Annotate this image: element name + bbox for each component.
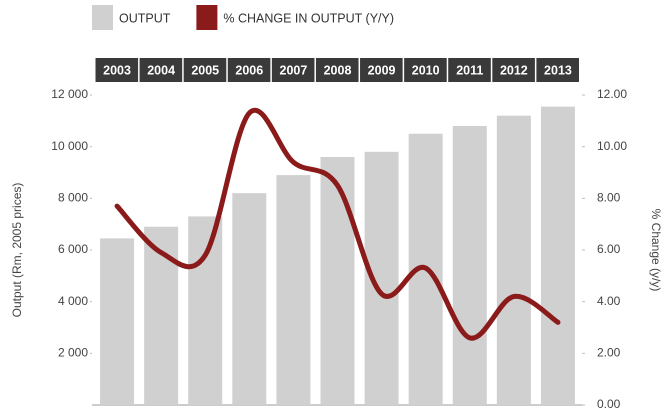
bar — [320, 157, 355, 405]
x-tick-label: 2004 — [147, 63, 175, 77]
y2-tick-label: 10.00 — [597, 139, 627, 153]
y-tick-label: 4 000 — [58, 294, 88, 308]
x-tick-label: 2005 — [191, 63, 219, 77]
year-box — [271, 58, 315, 82]
y-axis-title: Output (Rm, 2005 prices) — [10, 183, 24, 318]
bar — [100, 238, 135, 405]
x-tick-label: 2012 — [500, 63, 528, 77]
x-tick-label: 2010 — [412, 63, 440, 77]
bar — [540, 106, 575, 405]
legend-swatch — [196, 5, 218, 30]
legend-swatch — [92, 5, 113, 30]
year-box — [183, 58, 227, 82]
year-box — [227, 58, 271, 82]
y2-tick-label: 12.00 — [597, 87, 627, 101]
bar — [452, 126, 487, 405]
year-box — [492, 58, 535, 82]
x-tick-label: 2008 — [324, 63, 352, 77]
line — [114, 107, 561, 341]
y2-tick-label: 4.00 — [597, 294, 621, 308]
bar — [232, 193, 267, 405]
x-tick-label: 2003 — [103, 63, 131, 77]
x-tick-label: 2006 — [235, 63, 263, 77]
bar — [144, 226, 179, 405]
x-tick-label: 2009 — [368, 63, 396, 77]
x-tick-label: 2007 — [280, 63, 308, 77]
year-box — [95, 58, 139, 82]
year-box — [448, 58, 491, 82]
y2-tick-label: 0.00 — [597, 397, 621, 411]
bar — [276, 175, 311, 405]
year-box — [139, 58, 183, 82]
x-tick-label: 2013 — [544, 63, 572, 77]
y2-tick-label: 2.00 — [597, 346, 621, 360]
legend-label: OUTPUT — [119, 11, 171, 25]
year-box — [315, 58, 359, 82]
y2-tick-label: 8.00 — [597, 191, 621, 205]
y-tick-label: 12 000 — [51, 87, 88, 101]
year-box — [536, 58, 579, 82]
y2-axis-title: % Change (y/y) — [649, 209, 663, 292]
legend-label: % CHANGE IN OUTPUT (Y/Y) — [223, 11, 394, 25]
year-box — [360, 58, 403, 82]
bar — [496, 115, 531, 406]
year-box — [404, 58, 447, 82]
bar — [188, 216, 223, 405]
x-tick-label: 2011 — [456, 63, 483, 77]
y-tick-label: 6 000 — [58, 242, 88, 256]
y-tick-label: 10 000 — [51, 139, 88, 153]
y2-tick-label: 6.00 — [597, 242, 621, 256]
y-tick-label: 8 000 — [58, 191, 88, 205]
y-tick-label: 2 000 — [58, 346, 88, 360]
